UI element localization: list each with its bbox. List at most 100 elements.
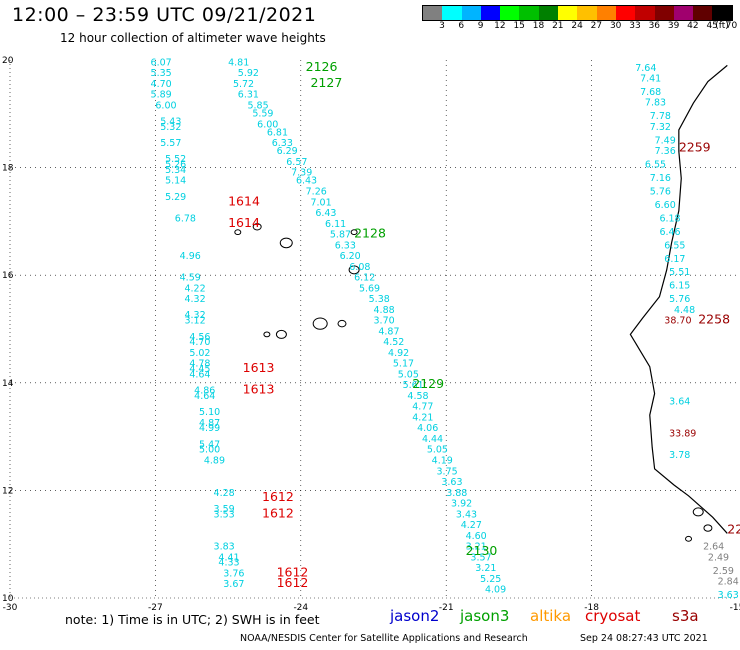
wave-height-label: 3.78 [669, 450, 690, 461]
wave-height-label: 5.25 [480, 574, 501, 585]
lon-tick-label: -18 [584, 603, 599, 613]
wave-height-label: 4.22 [184, 283, 205, 294]
wave-height-label: 7.36 [655, 146, 676, 157]
scale-swatch [500, 6, 520, 20]
legend-jason2: jason2 [390, 607, 440, 625]
lat-lon-grid [9, 60, 737, 599]
island-outline [234, 229, 242, 236]
island-outline [703, 524, 713, 532]
island-outline [692, 507, 704, 517]
wave-height-label: 3.92 [451, 499, 472, 510]
wave-height-label: 4.21 [412, 412, 433, 423]
lon-tick-label: -24 [293, 603, 308, 613]
wave-height-label: 3.63 [441, 477, 462, 488]
wave-height-label: 4.86 [194, 386, 215, 397]
wave-height-label: 7.16 [650, 173, 671, 184]
wave-height-label: 4.88 [374, 305, 395, 316]
wave-height-label: 4.48 [674, 305, 695, 316]
map-title: 12:00 – 23:59 UTC 09/21/2021 [12, 4, 317, 26]
wave-height-label: 6.18 [659, 213, 680, 224]
scale-label: 30 [609, 21, 622, 31]
wave-height-label: 5.05 [398, 369, 419, 380]
color-scale-bar [422, 5, 733, 21]
wave-height-label: 5.69 [359, 283, 380, 294]
track-id-label: 1612 [277, 564, 309, 579]
wave-height-label: 6.55 [645, 160, 666, 171]
lon-tick-label: -21 [439, 603, 454, 613]
wave-height-label: 6.33 [335, 240, 356, 251]
island-outline [337, 319, 347, 328]
wave-height-label: 4.77 [412, 402, 433, 413]
wave-height-label: 3.63 [718, 590, 739, 601]
wave-height-label: 6.20 [340, 251, 361, 262]
scale-label: 42 [687, 21, 699, 31]
wave-height-label: 7.68 [640, 87, 661, 98]
scale-label: 6 [458, 21, 465, 31]
wave-height-label: 4.70 [189, 337, 210, 348]
wave-height-label: 6.17 [664, 254, 685, 265]
color-scale-labels: 3 6 9 12 15 18 21 24 27 30 33 36 39 42 45 70 (ft) [422, 21, 740, 33]
wave-height-label: 6.07 [151, 57, 172, 68]
timestamp: Sep 24 08:27:43 UTC 2021 [580, 633, 708, 644]
scale-label: 24 [571, 21, 583, 31]
scale-label: 45 [706, 21, 718, 31]
wave-height-label: 6.00 [155, 100, 176, 111]
scale-swatch [461, 6, 481, 20]
island-outline [279, 237, 293, 249]
wave-height-label: 5.92 [238, 68, 259, 79]
wave-height-label: 5.57 [160, 138, 181, 149]
wave-height-label: 3.67 [223, 579, 244, 590]
wave-height-label: 5.87 [330, 230, 351, 241]
island-outline [350, 229, 358, 236]
lat-tick-label: 20 [2, 56, 14, 66]
wave-height-label: 7.32 [650, 122, 671, 133]
lat-tick-label: 18 [2, 164, 14, 174]
wave-height-label: 5.17 [393, 359, 414, 370]
wave-height-label: 6.12 [354, 273, 375, 284]
scale-label: 21 [552, 21, 564, 31]
wave-height-label: 5.32 [160, 122, 181, 133]
wave-height-label: 7.26 [306, 187, 327, 198]
wave-height-label: 4.92 [388, 348, 409, 359]
wave-height-label: 6.31 [238, 90, 259, 101]
wave-height-label: 5.85 [247, 100, 268, 111]
scale-swatch [480, 6, 501, 20]
wave-height-label: 5.43 [160, 117, 181, 128]
track-id-label: 1612 [262, 505, 294, 520]
wave-height-label: 5.10 [199, 407, 220, 418]
legend-cryosat: cryosat [585, 607, 641, 625]
wave-height-label: 7.78 [650, 111, 671, 122]
wave-height-label: 4.81 [228, 57, 249, 68]
wave-height-label: 3.75 [437, 466, 458, 477]
wave-height-label: 2.84 [718, 577, 739, 588]
wave-height-label: 5.26 [165, 160, 186, 171]
track-id-label: 2128 [354, 226, 386, 241]
wave-height-label: 4.64 [189, 369, 210, 380]
wave-height-label: 4.59 [180, 273, 201, 284]
axis-ticks: -30-27-24-21-18-15201816141210 [2, 56, 740, 613]
island-outline [685, 535, 693, 542]
wave-height-label: 7.41 [640, 74, 661, 85]
coastline-layer [234, 64, 728, 542]
scale-swatch [596, 6, 616, 20]
wave-height-label: 4.41 [218, 552, 239, 563]
wave-height-label: 4.56 [189, 332, 210, 343]
wave-height-label: 5.34 [165, 165, 186, 176]
wave-height-label: 6.15 [669, 281, 690, 292]
map-subtitle: 12 hour collection of altimeter wave hei… [60, 31, 326, 45]
wave-height-label: 6.46 [659, 227, 680, 238]
wave-height-label: 4.64 [194, 391, 215, 402]
track-id-label: 2258 [698, 312, 730, 327]
wave-height-label: 7.01 [310, 197, 331, 208]
lon-tick-label: -27 [148, 603, 163, 613]
wave-height-label: 4.09 [485, 585, 506, 596]
scale-swatch [615, 6, 636, 20]
scale-label: 12 [494, 21, 506, 31]
wave-height-label: 3.83 [214, 542, 235, 553]
wave-height-label: 5.05 [427, 445, 448, 456]
track-id-label: 2259 [679, 139, 711, 154]
wave-height-label: 7.49 [655, 135, 676, 146]
wave-height-label: 3.53 [214, 509, 235, 520]
scale-swatch [577, 6, 597, 20]
island-outline [312, 317, 328, 330]
